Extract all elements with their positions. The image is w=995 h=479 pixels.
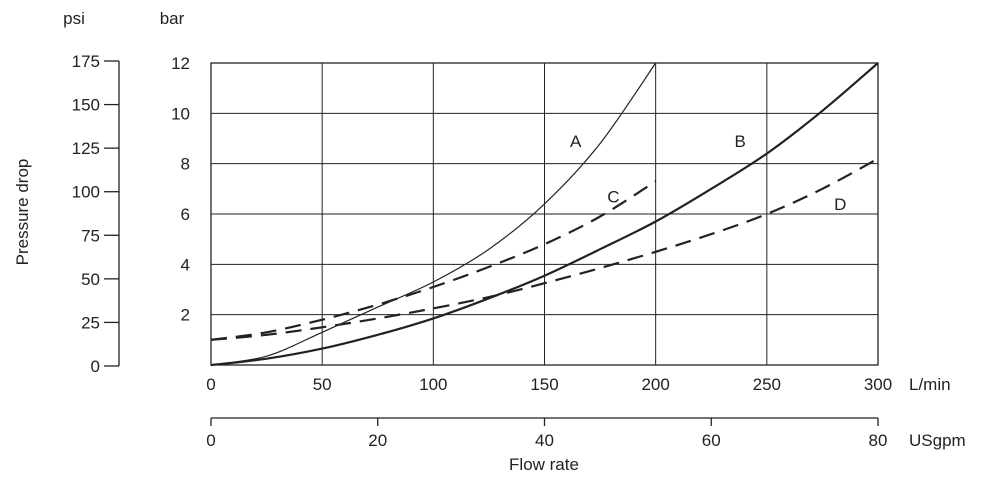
- usgpm-tick-label: 40: [535, 431, 554, 450]
- series-group: A B C D: [210, 62, 879, 367]
- lmin-axis-ticks: 0 50 100 150 200 250 300: [206, 375, 892, 394]
- lmin-tick-label: 50: [313, 375, 332, 394]
- series-line-d: [210, 157, 879, 341]
- bar-tick-label: 4: [181, 255, 190, 274]
- lmin-tick-label: 0: [206, 375, 215, 394]
- lmin-unit-label: L/min: [909, 375, 951, 394]
- bar-axis-ticks: 2 4 6 8 10 12: [171, 54, 190, 325]
- bar-tick-label: 10: [171, 104, 190, 123]
- psi-axis-ticks: 0 25 50 75 100 125 150 175: [72, 52, 119, 376]
- psi-tick-label: 75: [81, 226, 100, 245]
- usgpm-tick-label: 0: [206, 431, 215, 450]
- series-label-b: B: [734, 132, 745, 151]
- lmin-tick-label: 300: [864, 375, 892, 394]
- lmin-tick-label: 200: [641, 375, 669, 394]
- plot-frame: [210, 62, 879, 366]
- psi-tick-label: 125: [72, 139, 100, 158]
- bar-tick-label: 6: [181, 205, 190, 224]
- usgpm-tick-label: 60: [702, 431, 721, 450]
- lmin-tick-label: 100: [419, 375, 447, 394]
- lmin-tick-label: 250: [753, 375, 781, 394]
- psi-tick-label: 100: [72, 183, 100, 202]
- psi-tick-label: 50: [81, 270, 100, 289]
- series-label-c: C: [607, 187, 619, 206]
- y-axis-title: Pressure drop: [13, 159, 32, 266]
- bar-tick-label: 2: [181, 306, 190, 325]
- bar-tick-label: 12: [171, 54, 190, 73]
- usgpm-axis-ticks: 0 20 40 60 80: [206, 418, 887, 450]
- usgpm-tick-label: 80: [869, 431, 888, 450]
- usgpm-tick-label: 20: [368, 431, 387, 450]
- psi-tick-label: 150: [72, 96, 100, 115]
- psi-unit-label: psi: [63, 9, 85, 28]
- series-line-c: [210, 180, 657, 341]
- plot-grid: [211, 63, 878, 365]
- series-label-d: D: [834, 195, 846, 214]
- bar-tick-label: 8: [181, 155, 190, 174]
- series-line-a: [210, 62, 657, 366]
- psi-tick-label: 25: [81, 313, 100, 332]
- series-line-b: [210, 62, 879, 367]
- bar-unit-label: bar: [160, 9, 185, 28]
- psi-tick-label: 175: [72, 52, 100, 71]
- usgpm-unit-label: USgpm: [909, 431, 966, 450]
- series-label-a: A: [570, 132, 582, 151]
- lmin-tick-label: 150: [530, 375, 558, 394]
- psi-tick-label: 0: [91, 357, 100, 376]
- x-axis-title: Flow rate: [509, 455, 579, 474]
